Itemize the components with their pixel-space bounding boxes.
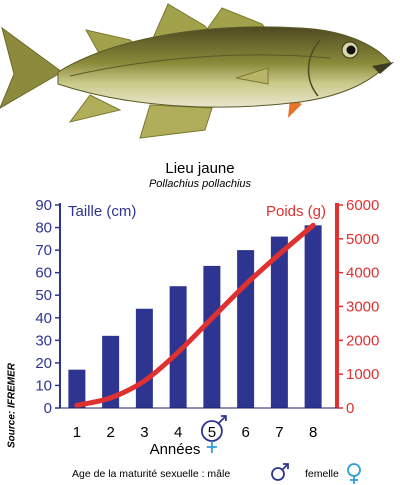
right-y-tick-label: 6000 <box>346 197 379 214</box>
bar-taille <box>68 369 86 408</box>
left-y-tick-label: 70 <box>35 242 52 259</box>
left-y-tick-label: 90 <box>35 197 52 214</box>
bar-taille <box>135 308 153 408</box>
bar-taille <box>304 225 322 408</box>
right-y-tick-label: 2000 <box>346 332 379 349</box>
female-symbol-icon <box>347 463 361 477</box>
x-tick-label: 1 <box>73 424 81 441</box>
right-y-tick-label: 3000 <box>346 299 379 316</box>
left-y-tick-label: 0 <box>44 400 52 417</box>
male-symbol-icon <box>271 467 285 481</box>
x-tick-label: 2 <box>106 424 114 441</box>
x-tick-label: 8 <box>309 424 317 441</box>
left-y-tick-label: 40 <box>35 310 52 327</box>
pollack-fish-illustration <box>0 3 394 139</box>
x-tick-label: 5 <box>208 424 216 441</box>
x-tick-label: 7 <box>275 424 283 441</box>
male-symbol-arrow <box>218 415 227 424</box>
bar-taille <box>169 286 187 408</box>
right-y-tick-label: 4000 <box>346 265 379 282</box>
x-tick-label: 4 <box>174 424 182 441</box>
x-tick-label: 6 <box>241 424 249 441</box>
male-symbol-icon-head <box>283 463 289 469</box>
left-y-tick-label: 20 <box>35 355 52 372</box>
male-symbol-icon-arrow <box>281 463 289 471</box>
bar-taille <box>203 265 221 408</box>
bar-taille <box>237 250 255 408</box>
male-symbol-arrowhead <box>220 415 227 421</box>
size-weight-chart: 0 10 20 30 40 50 60 70 80 90 0 1000 2000 3000 4000 5000… <box>35 197 379 484</box>
poids-line <box>74 222 316 408</box>
right-y-tick-label: 5000 <box>346 231 379 248</box>
right-y-tick-label: 1000 <box>346 366 379 383</box>
left-y-tick-label: 80 <box>35 220 52 237</box>
maturity-note-text: Age de la maturité sexuelle : mâle <box>72 468 230 480</box>
bar-taille <box>270 236 288 408</box>
chart-subtitle: Pollachius pollachius <box>148 178 252 190</box>
x-axis-label: Années <box>150 441 201 458</box>
left-y-tick-label: 50 <box>35 287 52 304</box>
right-y-tick-label: 0 <box>346 400 354 417</box>
left-y-tick-label: 30 <box>35 332 52 349</box>
x-tick-label: 3 <box>140 424 148 441</box>
source-credit: Source: IFREMER <box>6 363 18 449</box>
chart-title: Lieu jaune <box>165 160 235 177</box>
left-y-tick-label: 60 <box>35 265 52 282</box>
maturity-female-text: femelle <box>305 468 339 480</box>
series-label-taille: Taille (cm) <box>68 203 136 220</box>
left-y-tick-label: 10 <box>35 377 52 394</box>
bar-taille <box>102 335 120 408</box>
series-label-poids: Poids (g) <box>266 203 326 220</box>
